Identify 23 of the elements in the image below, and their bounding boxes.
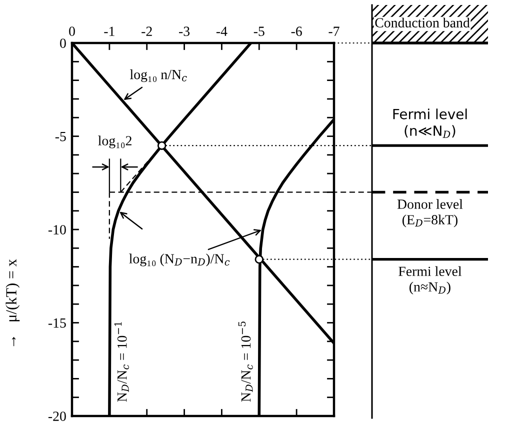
x-tick-label: -6 (291, 26, 302, 36)
x-tick-label: -2 (142, 26, 152, 36)
y-tick-label: -5 (55, 132, 66, 142)
x-tick-label: -7 (328, 26, 340, 36)
x-tick-label: -3 (179, 26, 190, 36)
annotation: log₁₀ n/N$_{c}$ (130, 69, 187, 82)
x-tick-label: -4 (216, 26, 228, 36)
text: N$_{D}$/N$_{c}$ = 10$^{−1}$ (114, 322, 129, 402)
y-tick-label: -15 (48, 318, 66, 328)
annotation: log₁₀ (N$_{D}$−n$_{D}$)/N$_{c}$ (129, 254, 230, 266)
x-tick-label: -5 (254, 26, 264, 36)
y-tick-label: -10 (48, 225, 66, 234)
y-tick-label: -20 (48, 412, 66, 421)
x-tick-label: -1 (104, 26, 114, 36)
ref-line-label: Fermi level (n≈N$_{D}$) (398, 266, 462, 294)
text: N$_{D}$/N$_{c}$ = 10$^{−5}$ (238, 322, 253, 402)
annotation: log₁₀2 (98, 136, 132, 148)
x-tick-label: 0 (69, 26, 75, 36)
text: Conduction band (375, 18, 470, 28)
y-tick-label: 0 (60, 38, 66, 48)
ref-line-label: Fermi level (n≪N$_{D}$) (393, 108, 467, 138)
y-axis-title: → μ/(kT) = x (6, 259, 20, 346)
text: Donor level (E$_{D}$=8kT) (397, 199, 463, 228)
